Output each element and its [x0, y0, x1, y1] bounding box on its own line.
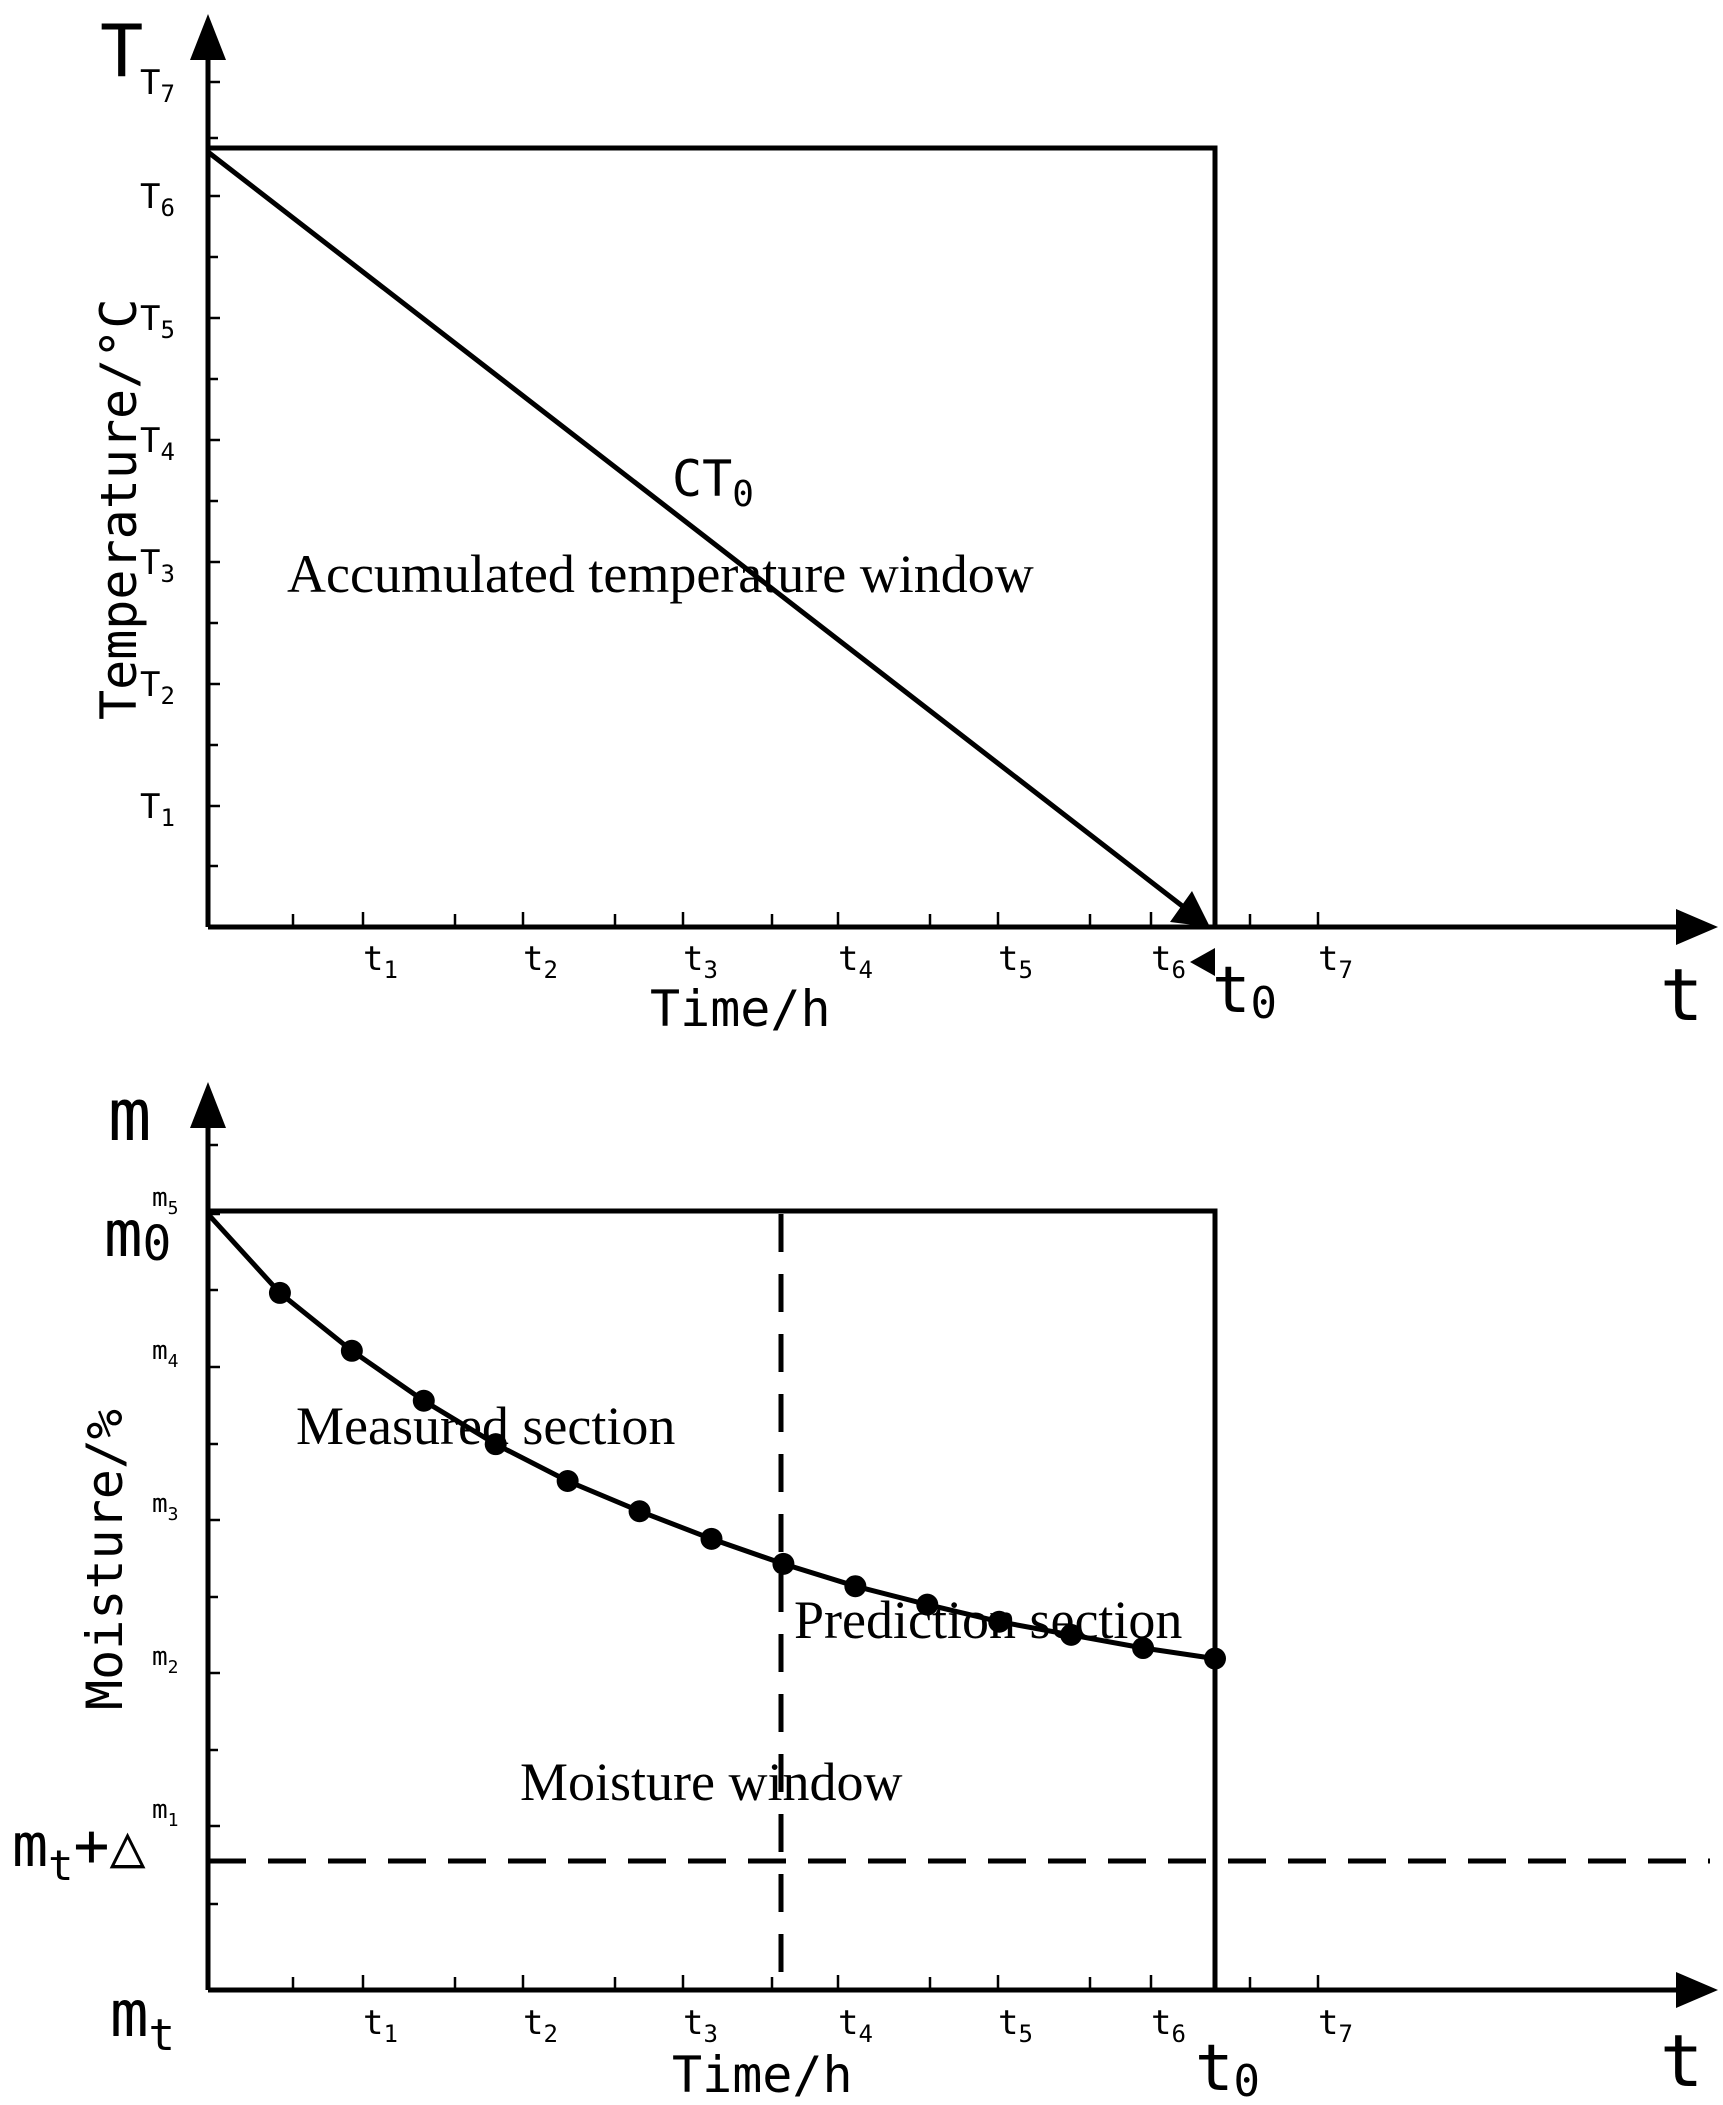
moisture-data-point	[1060, 1623, 1083, 1646]
moisture-data-point	[1204, 1647, 1226, 1670]
moisture-data-point	[988, 1610, 1011, 1633]
bottom-axis-letter-y: m	[108, 1073, 151, 1157]
top-x-tick-label: t4	[838, 939, 873, 984]
moisture-data-point	[916, 1593, 939, 1616]
top-y-tick-label: T4	[140, 421, 175, 466]
bottom-x-tick-label: t2	[523, 2003, 558, 2048]
top-x-tick-label: t2	[523, 939, 558, 984]
moisture-data-point	[268, 1281, 291, 1304]
moisture-data-point	[700, 1527, 723, 1550]
moisture-data-point	[556, 1469, 579, 1492]
top-x-tick-label: t7	[1318, 939, 1353, 984]
bottom-t0-label: t0	[1195, 2032, 1260, 2100]
measured-section-label: Measured section	[296, 1396, 675, 1456]
bottom-y-tick-label: m3	[152, 1489, 179, 1525]
bottom-y-tick-label: m1	[152, 1795, 179, 1831]
top-y-tick-label: T6	[140, 177, 175, 222]
accumulated-temperature-window-frame	[208, 145, 1218, 927]
bottom-x-axis-title: Time/h	[672, 2046, 853, 2100]
ct0-label: CT0	[672, 450, 754, 515]
ct0-line-arrow-icon	[1170, 891, 1210, 927]
bottom-x-tick-label: t5	[998, 2003, 1033, 2048]
bottom-x-tick-label: t7	[1318, 2003, 1353, 2048]
top-y-ticks: T7 T6 T5 T4 T3 T2 T1	[140, 50, 220, 868]
top-axis-letter-x: t	[1660, 953, 1703, 1037]
accumulated-temperature-window-label: Accumulated temperature window	[287, 544, 1034, 604]
bottom-y-tick-label: m5	[152, 1183, 179, 1219]
moisture-window-frame	[208, 1208, 1218, 1990]
top-t0-label: t0	[1212, 954, 1277, 1029]
bottom-axis-letter-x: t	[1660, 2019, 1703, 2100]
top-y-tick-label: T2	[140, 665, 175, 710]
moisture-points	[268, 1281, 1226, 1670]
m0-label: m0	[104, 1198, 171, 1272]
temperature-panel: T7 T6 T5 T4 T3 T2 T1 t1 t2 t3 t4 t5 t6 t7 T t t0 Tem…	[90, 9, 1718, 1038]
moisture-data-point	[772, 1552, 795, 1575]
top-y-axis-title: Temperature/°C	[90, 299, 148, 720]
bottom-x-tick-label: t1	[363, 2003, 398, 2048]
bottom-x-axis-arrow-icon	[1676, 1972, 1718, 2008]
top-x-axis-title: Time/h	[650, 980, 831, 1038]
top-x-tick-label: t6	[1151, 939, 1186, 984]
top-axis-letter-y: T	[100, 9, 143, 93]
t0-pointer-arrow-icon	[1190, 948, 1215, 976]
bottom-x-ticks: t1 t2 t3 t4 t5 t6 t7	[291, 1975, 1353, 2048]
bottom-y-axis-arrow-icon	[190, 1082, 226, 1128]
bottom-x-tick-label: t6	[1151, 2003, 1186, 2048]
ct0-line	[206, 150, 1192, 914]
moisture-data-point	[844, 1575, 867, 1598]
prediction-section-label: Prediction section	[794, 1590, 1182, 1650]
bottom-y-axis-title: Moisture/%	[76, 1409, 134, 1710]
bottom-y-ticks: m5 m4 m3 m2 m1	[152, 1143, 220, 1906]
moisture-window-label: Moisture window	[520, 1752, 902, 1812]
top-y-tick-label: T3	[140, 543, 175, 588]
top-x-tick-label: t5	[998, 939, 1033, 984]
mt-label: mt	[110, 1978, 175, 2061]
top-y-tick-label: T7	[140, 63, 175, 108]
moisture-data-point	[412, 1389, 435, 1412]
bottom-y-tick-label: m4	[152, 1336, 179, 1372]
top-x-tick-label: t3	[683, 939, 718, 984]
moisture-data-point	[628, 1500, 651, 1523]
top-y-tick-label: T5	[140, 299, 175, 344]
top-x-ticks: t1 t2 t3 t4 t5 t6 t7	[291, 912, 1353, 984]
bottom-y-tick-label: m2	[152, 1642, 179, 1678]
top-y-axis-arrow-icon	[190, 14, 226, 60]
top-y-tick-label: T1	[140, 787, 175, 832]
moisture-panel: m5 m4 m3 m2 m1 t1 t2 t3 t4 t5 t6 t7 m t m0 mt mt+△…	[12, 1073, 1718, 2105]
mt-delta-label: mt+△	[12, 1811, 146, 1890]
top-x-tick-label: t1	[363, 939, 398, 984]
bottom-x-tick-label: t3	[683, 2003, 718, 2048]
bottom-x-tick-label: t4	[838, 2003, 873, 2048]
moisture-data-point	[1132, 1637, 1155, 1660]
moisture-data-point	[484, 1433, 507, 1456]
top-x-axis-arrow-icon	[1676, 909, 1718, 945]
moisture-data-point	[340, 1339, 363, 1362]
